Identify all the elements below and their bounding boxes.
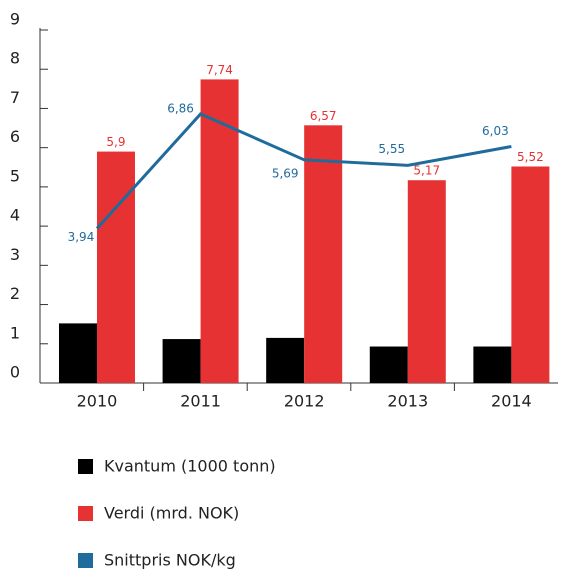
legend-label: Kvantum (1000 tonn) (104, 457, 276, 476)
legend-label: Snittpris NOK/kg (104, 551, 236, 569)
bar (369, 346, 408, 383)
line-value-label: 3,94 (68, 230, 95, 244)
x-tick-label: 2013 (387, 392, 428, 411)
y-tick-label: 8 (10, 49, 20, 68)
bar (96, 151, 135, 383)
bar (162, 339, 201, 383)
line-value-label: 5,69 (272, 166, 299, 180)
bar (58, 323, 97, 383)
bar-value-label: 5,9 (106, 135, 125, 149)
line-value-label: 5,55 (378, 142, 405, 156)
bar (304, 125, 343, 383)
x-tick-label: 2011 (180, 392, 221, 411)
y-tick-label: 9 (10, 10, 20, 29)
line-value-label: 6,03 (482, 124, 509, 138)
bar (473, 346, 512, 383)
bar (407, 180, 446, 383)
x-tick-label: 2010 (77, 392, 118, 411)
legend-swatch (78, 506, 93, 521)
x-tick-label: 2012 (284, 392, 325, 411)
bar-value-label: 7,74 (206, 63, 233, 77)
bar (266, 337, 305, 383)
bar (511, 166, 550, 383)
bar-value-label: 5,17 (413, 164, 440, 178)
bar-value-label: 5,52 (517, 150, 544, 164)
legend-swatch (78, 459, 93, 474)
y-tick-label: 2 (10, 284, 20, 303)
y-tick-label: 7 (10, 88, 20, 107)
x-tick-label: 2014 (491, 392, 532, 411)
bar-value-label: 6,57 (310, 109, 337, 123)
line (95, 112, 512, 230)
legend-swatch (78, 553, 93, 568)
legend-label: Verdi (mrd. NOK) (104, 504, 239, 523)
y-tick-label: 6 (10, 127, 20, 146)
y-tick-label: 4 (10, 206, 20, 225)
y-tick-label: 5 (10, 166, 20, 185)
y-tick-label: 3 (10, 245, 20, 264)
bar (200, 79, 239, 384)
y-tick-label: 0 (10, 363, 20, 382)
line-value-label: 6,86 (167, 101, 194, 115)
y-tick-label: 1 (10, 323, 20, 342)
